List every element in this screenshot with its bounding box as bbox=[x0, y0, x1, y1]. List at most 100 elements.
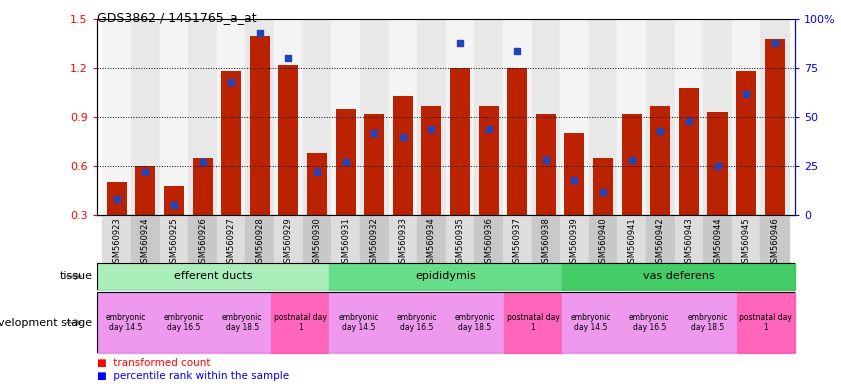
Text: GSM560925: GSM560925 bbox=[169, 217, 178, 268]
Bar bbox=[278, 65, 299, 264]
Bar bbox=[450, 68, 470, 264]
Bar bbox=[331, 215, 360, 263]
Bar bbox=[336, 109, 356, 264]
Bar bbox=[103, 215, 131, 263]
Point bbox=[453, 40, 467, 46]
Point bbox=[539, 157, 553, 163]
Text: embryonic
day 18.5: embryonic day 18.5 bbox=[455, 313, 495, 332]
Text: tissue: tissue bbox=[60, 271, 93, 281]
Bar bbox=[503, 215, 532, 263]
Text: embryonic
day 18.5: embryonic day 18.5 bbox=[222, 313, 262, 332]
Bar bbox=[388, 292, 446, 353]
Point bbox=[368, 130, 381, 136]
Bar bbox=[532, 19, 560, 215]
Bar bbox=[135, 166, 156, 264]
Text: GSM560929: GSM560929 bbox=[284, 217, 293, 268]
Bar bbox=[679, 292, 737, 353]
Bar bbox=[503, 19, 532, 215]
Point bbox=[225, 79, 238, 85]
Bar bbox=[474, 19, 503, 215]
Bar bbox=[330, 292, 388, 353]
Bar bbox=[303, 19, 331, 215]
Bar bbox=[131, 215, 160, 263]
Bar bbox=[393, 96, 413, 264]
Point bbox=[739, 91, 753, 97]
Bar bbox=[107, 182, 127, 264]
Text: embryonic
day 16.5: embryonic day 16.5 bbox=[164, 313, 204, 332]
Point bbox=[339, 159, 352, 165]
Bar bbox=[674, 19, 703, 215]
Point bbox=[711, 163, 724, 169]
Text: GSM560942: GSM560942 bbox=[656, 217, 664, 268]
Point bbox=[196, 159, 209, 165]
Bar bbox=[646, 19, 674, 215]
Text: GSM560926: GSM560926 bbox=[198, 217, 207, 268]
Text: embryonic
day 16.5: embryonic day 16.5 bbox=[396, 313, 436, 332]
Text: GSM560936: GSM560936 bbox=[484, 217, 493, 268]
Text: GSM560944: GSM560944 bbox=[713, 217, 722, 268]
Bar bbox=[331, 19, 360, 215]
Point bbox=[625, 157, 638, 163]
Bar bbox=[246, 19, 274, 215]
Bar bbox=[97, 263, 330, 290]
Bar bbox=[217, 19, 246, 215]
Text: embryonic
day 16.5: embryonic day 16.5 bbox=[629, 313, 669, 332]
Bar bbox=[507, 68, 527, 264]
Bar bbox=[760, 215, 789, 263]
Bar bbox=[560, 19, 589, 215]
Text: development stage: development stage bbox=[0, 318, 93, 328]
Bar bbox=[703, 215, 732, 263]
Bar bbox=[417, 215, 446, 263]
Bar bbox=[621, 114, 642, 264]
Bar bbox=[737, 292, 795, 353]
Bar bbox=[274, 19, 303, 215]
Bar bbox=[617, 215, 646, 263]
Text: GSM560939: GSM560939 bbox=[570, 217, 579, 268]
Point bbox=[110, 196, 124, 202]
Bar bbox=[330, 263, 562, 290]
Point bbox=[568, 177, 581, 183]
Bar bbox=[103, 19, 131, 215]
Bar bbox=[504, 292, 562, 353]
Text: GSM560941: GSM560941 bbox=[627, 217, 636, 268]
Bar bbox=[389, 19, 417, 215]
Bar bbox=[674, 215, 703, 263]
Bar bbox=[593, 158, 613, 264]
Text: embryonic
day 14.5: embryonic day 14.5 bbox=[571, 313, 611, 332]
Bar bbox=[221, 71, 241, 264]
Bar bbox=[421, 106, 442, 264]
Point bbox=[310, 169, 324, 175]
Text: GSM560934: GSM560934 bbox=[427, 217, 436, 268]
Text: GSM560933: GSM560933 bbox=[399, 217, 407, 268]
Text: GSM560937: GSM560937 bbox=[513, 217, 521, 268]
Bar bbox=[155, 292, 213, 353]
Bar bbox=[160, 19, 188, 215]
Point bbox=[482, 126, 495, 132]
Bar bbox=[703, 19, 732, 215]
Text: GSM560938: GSM560938 bbox=[542, 217, 550, 268]
Bar bbox=[446, 215, 474, 263]
Text: GSM560923: GSM560923 bbox=[112, 217, 121, 268]
Bar bbox=[360, 215, 389, 263]
Bar bbox=[536, 114, 556, 264]
Point bbox=[768, 40, 781, 46]
Bar bbox=[620, 292, 679, 353]
Point bbox=[282, 55, 295, 61]
Text: GDS3862 / 1451765_a_at: GDS3862 / 1451765_a_at bbox=[97, 12, 257, 25]
Text: GSM560946: GSM560946 bbox=[770, 217, 780, 268]
Point bbox=[510, 48, 524, 54]
Text: GSM560940: GSM560940 bbox=[599, 217, 607, 268]
Point bbox=[167, 202, 181, 209]
Bar bbox=[217, 215, 246, 263]
Bar bbox=[164, 186, 184, 264]
Bar bbox=[707, 112, 727, 264]
Bar bbox=[736, 71, 756, 264]
Bar bbox=[646, 215, 674, 263]
Text: postnatal day
1: postnatal day 1 bbox=[506, 313, 559, 332]
Bar bbox=[250, 36, 270, 264]
Bar bbox=[188, 215, 217, 263]
Bar bbox=[732, 215, 760, 263]
Bar bbox=[274, 215, 303, 263]
Text: efferent ducts: efferent ducts bbox=[174, 271, 252, 281]
Point bbox=[425, 126, 438, 132]
